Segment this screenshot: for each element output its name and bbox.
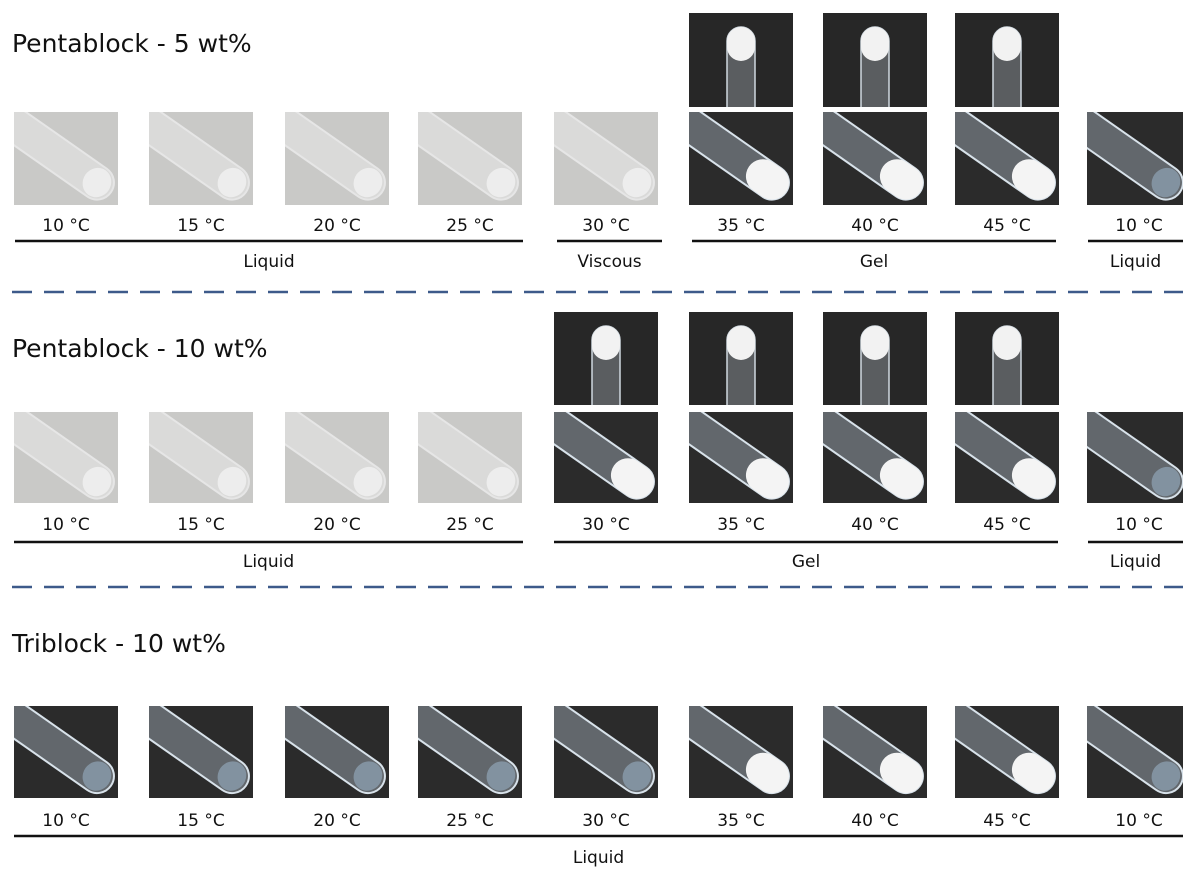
photo — [689, 312, 793, 405]
photo — [823, 112, 927, 205]
temperature-label: 10 °C — [1115, 811, 1162, 831]
photo — [689, 13, 793, 107]
photo — [823, 412, 927, 503]
temperature-label: 35 °C — [717, 216, 764, 236]
section-title: Pentablock - 10 wt% — [12, 334, 268, 363]
photo — [1087, 706, 1183, 798]
photo — [554, 112, 658, 205]
temperature-label: 45 °C — [983, 811, 1030, 831]
temperature-label: 25 °C — [446, 811, 493, 831]
phase-label: Gel — [860, 252, 888, 272]
photo — [955, 13, 1059, 107]
temperature-label: 10 °C — [1115, 515, 1162, 535]
photo — [418, 412, 522, 503]
photo — [955, 112, 1059, 205]
photo — [689, 706, 793, 798]
photo — [14, 112, 118, 205]
photo — [554, 412, 658, 503]
temperature-label: 10 °C — [42, 515, 89, 535]
section-title: Pentablock - 5 wt% — [12, 29, 252, 58]
temperature-label: 35 °C — [717, 811, 764, 831]
phase-label: Gel — [792, 552, 820, 572]
photo — [149, 706, 253, 798]
photo — [823, 706, 927, 798]
phase-label: Liquid — [1110, 552, 1161, 572]
photo — [955, 412, 1059, 503]
temperature-label: 40 °C — [851, 811, 898, 831]
photo — [149, 112, 253, 205]
temperature-label: 35 °C — [717, 515, 764, 535]
photo — [149, 412, 253, 503]
temperature-label: 25 °C — [446, 515, 493, 535]
photo — [285, 112, 389, 205]
temperature-label: 45 °C — [983, 216, 1030, 236]
phase-label: Liquid — [1110, 252, 1161, 272]
temperature-label: 20 °C — [313, 515, 360, 535]
photo — [418, 112, 522, 205]
photo — [1087, 412, 1183, 503]
temperature-label: 30 °C — [582, 811, 629, 831]
temperature-label: 30 °C — [582, 216, 629, 236]
photo — [285, 412, 389, 503]
temperature-label: 10 °C — [42, 216, 89, 236]
temperature-label: 45 °C — [983, 515, 1030, 535]
photo — [955, 312, 1059, 405]
photo — [689, 112, 793, 205]
phase-label: Liquid — [573, 848, 624, 868]
phase-label: Viscous — [577, 252, 641, 272]
temperature-label: 15 °C — [177, 811, 224, 831]
temperature-label: 30 °C — [582, 515, 629, 535]
photo — [823, 13, 927, 107]
temperature-label: 10 °C — [42, 811, 89, 831]
temperature-label: 20 °C — [313, 216, 360, 236]
temperature-label: 40 °C — [851, 515, 898, 535]
temperature-label: 15 °C — [177, 216, 224, 236]
photo — [418, 706, 522, 798]
temperature-label: 15 °C — [177, 515, 224, 535]
photo — [1087, 112, 1183, 205]
temperature-label: 25 °C — [446, 216, 493, 236]
photo — [285, 706, 389, 798]
photo — [689, 412, 793, 503]
temperature-label: 20 °C — [313, 811, 360, 831]
section-title: Triblock - 10 wt% — [11, 629, 226, 658]
phase-label: Liquid — [243, 252, 294, 272]
photo — [955, 706, 1059, 798]
temperature-label: 10 °C — [1115, 216, 1162, 236]
photo — [554, 312, 658, 405]
temperature-label: 40 °C — [851, 216, 898, 236]
phase-label: Liquid — [243, 552, 294, 572]
photo — [823, 312, 927, 405]
photo — [554, 706, 658, 798]
photo — [14, 706, 118, 798]
photo — [14, 412, 118, 503]
